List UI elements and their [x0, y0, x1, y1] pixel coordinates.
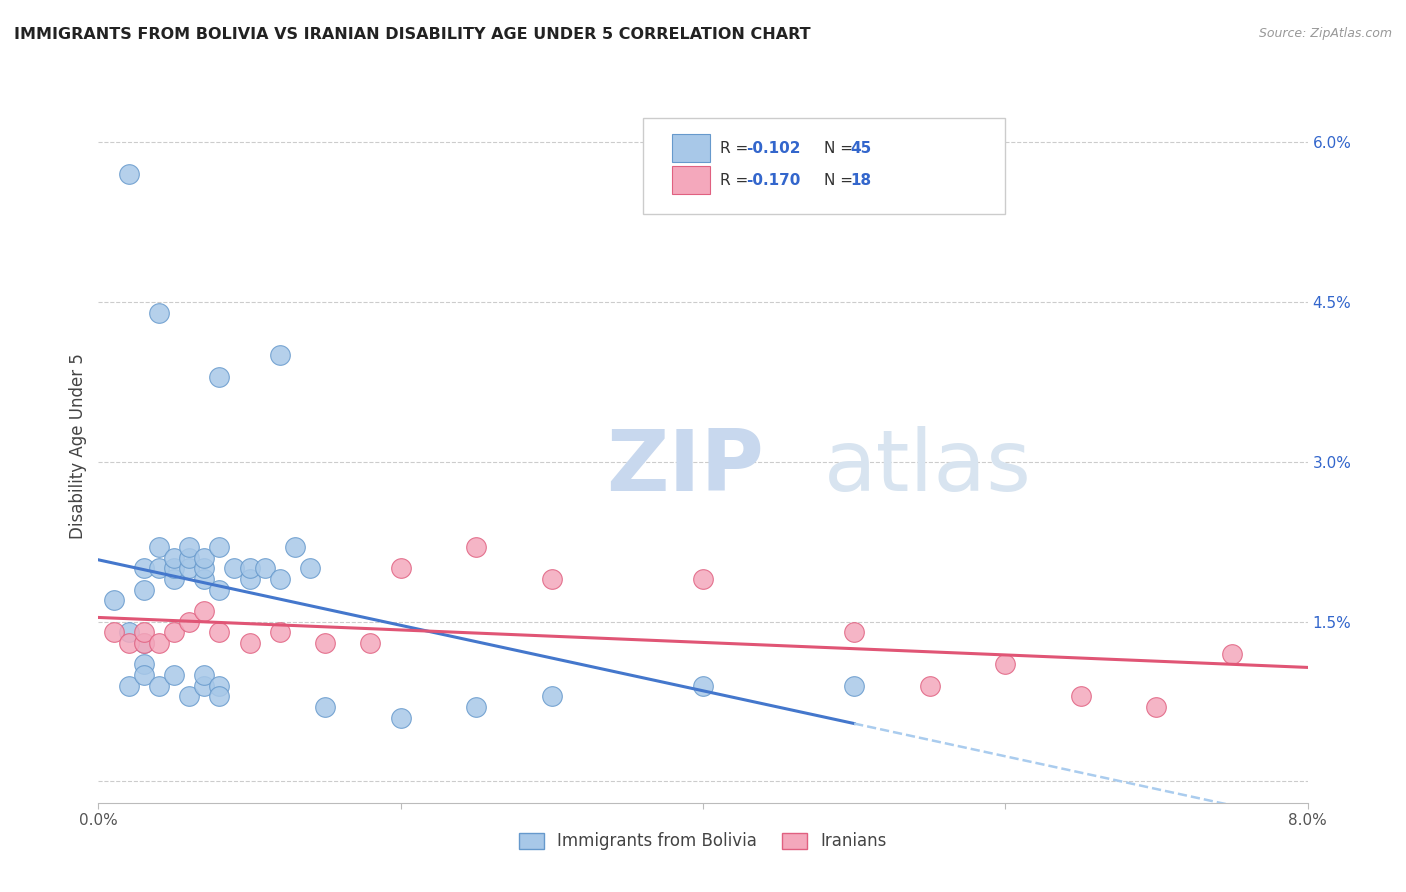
Point: [132, 668, 155, 682]
Point: [253, 561, 276, 575]
Text: 18: 18: [851, 173, 872, 187]
Point: [163, 625, 186, 640]
Point: [239, 636, 262, 650]
Point: [284, 540, 307, 554]
Point: [465, 540, 488, 554]
Y-axis label: Disability Age Under 5: Disability Age Under 5: [69, 353, 87, 539]
Point: [118, 636, 141, 650]
Point: [193, 668, 215, 682]
Text: -0.102: -0.102: [747, 141, 801, 155]
Point: [692, 679, 714, 693]
Point: [269, 349, 291, 363]
Point: [692, 572, 714, 586]
Point: [269, 625, 291, 640]
Point: [208, 690, 231, 704]
Text: ZIP: ZIP: [606, 425, 763, 509]
FancyBboxPatch shape: [672, 134, 710, 162]
Text: N =: N =: [824, 173, 858, 187]
Point: [118, 679, 141, 693]
Point: [163, 668, 186, 682]
Point: [208, 369, 231, 384]
Point: [148, 540, 170, 554]
Point: [163, 561, 186, 575]
Text: N =: N =: [824, 141, 858, 155]
FancyBboxPatch shape: [672, 166, 710, 194]
Point: [918, 679, 941, 693]
Point: [193, 679, 215, 693]
Point: [314, 700, 336, 714]
Point: [132, 636, 155, 650]
Text: Source: ZipAtlas.com: Source: ZipAtlas.com: [1258, 27, 1392, 40]
Point: [163, 550, 186, 565]
Point: [844, 679, 866, 693]
Point: [193, 561, 215, 575]
Point: [103, 593, 125, 607]
Point: [299, 561, 322, 575]
Point: [148, 636, 170, 650]
Point: [208, 582, 231, 597]
Point: [1220, 647, 1243, 661]
Point: [224, 561, 246, 575]
Point: [179, 690, 201, 704]
Point: [540, 690, 562, 704]
Point: [239, 572, 262, 586]
Point: [179, 550, 201, 565]
Point: [314, 636, 336, 650]
Text: IMMIGRANTS FROM BOLIVIA VS IRANIAN DISABILITY AGE UNDER 5 CORRELATION CHART: IMMIGRANTS FROM BOLIVIA VS IRANIAN DISAB…: [14, 27, 811, 42]
Point: [118, 625, 141, 640]
Text: R =: R =: [720, 173, 754, 187]
Point: [132, 657, 155, 672]
Point: [844, 625, 866, 640]
FancyBboxPatch shape: [643, 118, 1005, 214]
Point: [132, 636, 155, 650]
Point: [239, 561, 262, 575]
Text: -0.170: -0.170: [747, 173, 801, 187]
Point: [179, 615, 201, 629]
Legend: Immigrants from Bolivia, Iranians: Immigrants from Bolivia, Iranians: [510, 824, 896, 859]
Point: [1070, 690, 1092, 704]
Point: [269, 572, 291, 586]
Point: [118, 168, 141, 182]
Point: [360, 636, 382, 650]
Point: [132, 625, 155, 640]
Point: [132, 561, 155, 575]
Point: [465, 700, 488, 714]
Point: [193, 604, 215, 618]
Point: [193, 550, 215, 565]
Point: [1146, 700, 1168, 714]
Point: [148, 679, 170, 693]
Point: [994, 657, 1017, 672]
Point: [103, 625, 125, 640]
Point: [148, 561, 170, 575]
Point: [148, 306, 170, 320]
Point: [208, 625, 231, 640]
Point: [208, 679, 231, 693]
Point: [179, 540, 201, 554]
Point: [193, 572, 215, 586]
Text: atlas: atlas: [824, 425, 1032, 509]
Point: [208, 540, 231, 554]
Point: [389, 710, 412, 724]
Point: [389, 561, 412, 575]
Point: [540, 572, 562, 586]
Point: [132, 582, 155, 597]
Text: 45: 45: [851, 141, 872, 155]
Point: [179, 561, 201, 575]
Text: R =: R =: [720, 141, 754, 155]
Point: [163, 572, 186, 586]
